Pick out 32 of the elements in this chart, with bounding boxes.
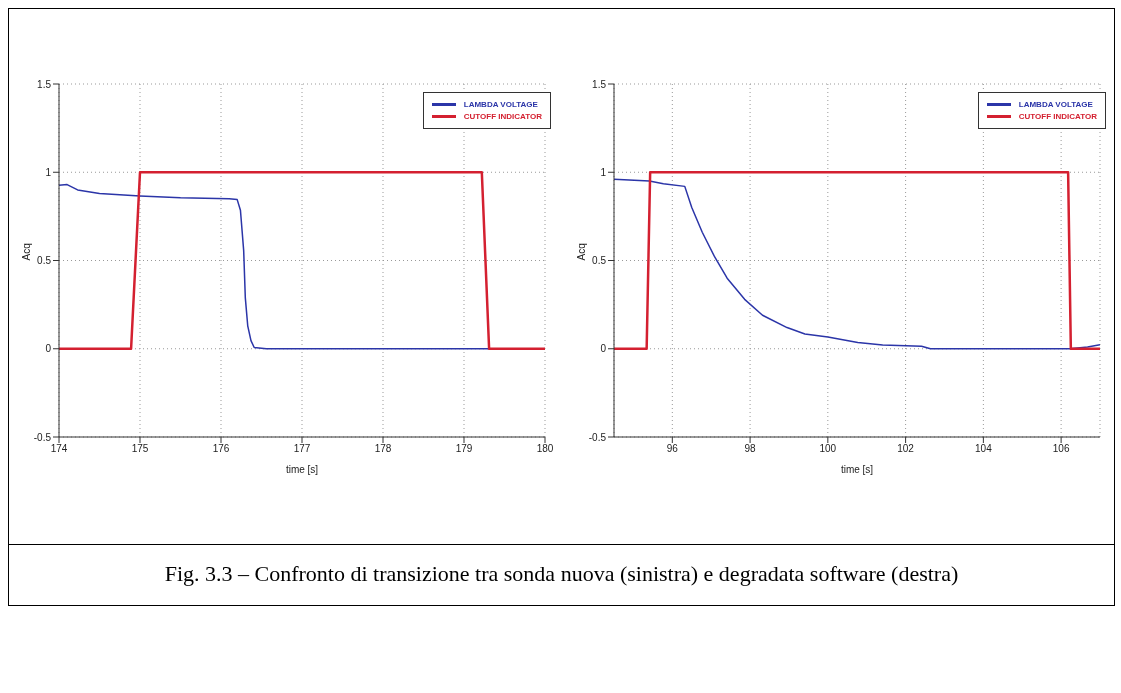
x-tick-label: 106 (1052, 443, 1070, 455)
y-tick-label: 0 (600, 343, 607, 355)
legend-label: LAMBDA VOLTAGE (1018, 100, 1093, 109)
y-tick-label: 0.5 (37, 255, 52, 267)
x-tick-label: 104 (975, 443, 993, 455)
y-tick-label: 1.5 (592, 78, 607, 90)
y-tick-label: -0.5 (588, 431, 607, 443)
legend-label: CUTOFF INDICATOR (1018, 112, 1097, 121)
legend-label: CUTOFF INDICATOR (463, 112, 542, 121)
x-tick-label: 179 (455, 443, 473, 455)
x-tick-label: 98 (744, 443, 757, 455)
y-tick-label: -0.5 (33, 431, 52, 443)
x-tick-label: 96 (666, 443, 679, 455)
y-tick-label: 1 (600, 166, 607, 178)
x-axis-title: time [s] (285, 464, 319, 475)
x-tick-label: 178 (374, 443, 392, 455)
x-axis-title: time [s] (840, 464, 874, 475)
y-tick-label: 1 (45, 166, 52, 178)
y-axis-title: Acq (20, 243, 32, 261)
x-tick-label: 174 (50, 443, 68, 455)
x-tick-label: 176 (212, 443, 230, 455)
y-tick-label: 0.5 (592, 255, 607, 267)
y-tick-label: 0 (45, 343, 52, 355)
x-tick-label: 102 (897, 443, 915, 455)
caption: Fig. 3.3 – Confronto di transizione tra sonda nuova (sinistra) e degradata software (destra) (9, 544, 1114, 605)
x-tick-label: 177 (293, 443, 311, 455)
legend-label: LAMBDA VOLTAGE (463, 100, 538, 109)
y-axis-title: Acq (575, 243, 587, 261)
y-tick-label: 1.5 (37, 78, 52, 90)
x-tick-label: 100 (819, 443, 837, 455)
x-tick-label: 175 (131, 443, 149, 455)
x-tick-label: 180 (536, 443, 554, 455)
